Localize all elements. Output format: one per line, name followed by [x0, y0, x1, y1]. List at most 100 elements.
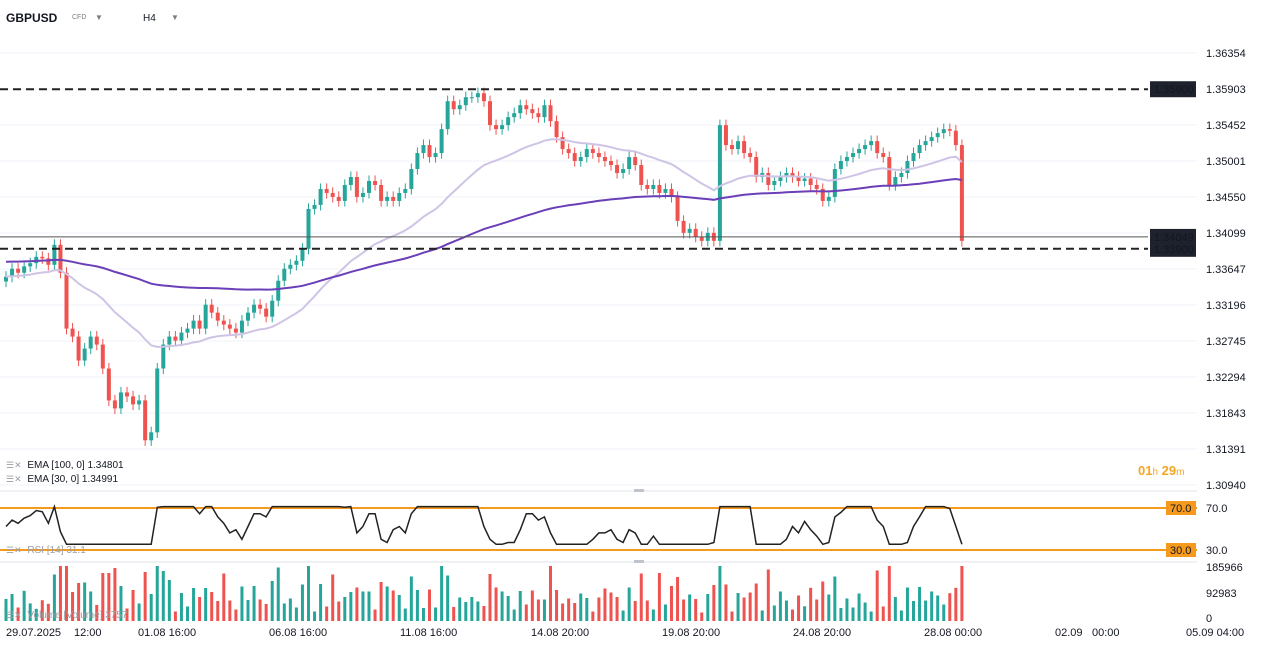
candle-down: [131, 396, 136, 405]
volume-bar: [736, 593, 740, 621]
time-tick-label: 19.08 20:00: [662, 627, 720, 639]
volume-bar: [276, 567, 280, 621]
candle-down: [143, 400, 148, 441]
volume-bar: [621, 610, 625, 621]
price-tick-label: 1.35001: [1206, 156, 1246, 168]
timeframe-label[interactable]: H4: [143, 13, 156, 24]
volume-bar: [307, 566, 310, 621]
volume-bar: [748, 592, 752, 621]
candle-up: [28, 263, 33, 267]
candle-up: [137, 400, 142, 405]
volume-bar: [839, 608, 843, 621]
volume-bar: [10, 594, 14, 621]
volume-bar: [700, 612, 704, 621]
volume-bar: [313, 611, 317, 621]
candle-down: [125, 392, 129, 397]
volume-bar: [367, 591, 371, 621]
candle-up: [838, 161, 843, 170]
volume-bar: [851, 607, 855, 621]
candle-down: [639, 165, 644, 185]
volume-bar: [107, 573, 111, 621]
volume-bar: [688, 594, 692, 621]
candle-down: [796, 176, 801, 181]
volume-bar: [536, 599, 540, 621]
volume-bar: [71, 592, 75, 621]
volume-bar: [561, 603, 565, 621]
volume-bar: [34, 608, 38, 621]
candle-up: [306, 208, 311, 249]
candle-up: [844, 157, 849, 162]
candle-down: [173, 336, 178, 341]
volume-bar: [524, 604, 528, 621]
candle-up: [270, 300, 275, 317]
candle-up: [203, 304, 208, 329]
candle-up: [463, 97, 468, 106]
volume-bar: [282, 603, 286, 621]
current-price-tag: 1.34049: [1154, 232, 1194, 244]
volume-bar: [930, 591, 934, 621]
price-tick-label: 1.34099: [1206, 228, 1246, 240]
volume-bar: [149, 594, 153, 621]
candle-up: [778, 176, 783, 181]
symbol-label[interactable]: GBPUSD: [6, 11, 58, 25]
candle-up: [318, 188, 323, 205]
candle-up: [457, 105, 462, 110]
volume-bar: [724, 584, 728, 621]
candle-up: [10, 268, 15, 277]
volume-bar: [567, 598, 571, 621]
ema30-line: [5, 138, 963, 348]
candle-countdown: 01h 29m: [1138, 463, 1185, 478]
volume-bar: [246, 600, 250, 621]
volume-bar: [585, 598, 589, 621]
timeframe-dropdown-icon[interactable]: ▼: [171, 13, 179, 22]
candle-up: [167, 336, 172, 345]
candle-up: [911, 153, 916, 162]
candle-up: [651, 184, 656, 189]
current-price-tag-bg: [1150, 228, 1196, 245]
candle-down: [723, 125, 728, 146]
candle-up: [851, 153, 855, 158]
pane-resize-handle: [634, 560, 644, 563]
volume-bar: [730, 611, 734, 621]
candle-up: [512, 113, 517, 118]
indicator-settings-icon[interactable]: ☰✕: [6, 474, 22, 484]
symbol-dropdown-icon[interactable]: ▼: [95, 13, 103, 22]
volume-axis-label: 185966: [1206, 562, 1243, 574]
volume-bar: [905, 587, 909, 621]
candle-down: [112, 400, 117, 409]
time-tick-label: 29.07.2025: [6, 627, 61, 639]
volume-bar: [742, 597, 746, 621]
candle-down: [324, 188, 329, 193]
volume-bar: [833, 576, 837, 621]
volume-bar: [192, 588, 196, 621]
volume-bar: [712, 585, 716, 621]
volume-bar: [549, 566, 552, 621]
candle-up: [239, 320, 244, 333]
volume-axis-label: 0: [1206, 613, 1212, 625]
volume-bar: [16, 607, 20, 621]
volume-bar: [343, 597, 347, 621]
volume-bar: [349, 592, 353, 621]
candle-up: [899, 173, 904, 177]
candle-down: [572, 153, 577, 162]
candle-up: [246, 312, 250, 321]
ema100-line: [5, 177, 963, 291]
candle-down: [373, 180, 378, 185]
volume-bar: [633, 601, 637, 621]
volume-bar: [113, 568, 117, 621]
volume-bar: [512, 609, 516, 621]
candle-up: [542, 105, 547, 118]
time-tick-label: 11.08 16:00: [400, 627, 457, 639]
volume-bar: [500, 591, 504, 621]
volume-bar: [264, 604, 268, 621]
candle-up: [155, 368, 160, 433]
volume-bar: [912, 601, 915, 621]
rsi-line: [5, 503, 963, 546]
volume-bar: [470, 597, 474, 621]
candle-down: [693, 228, 698, 237]
volume-bar: [65, 566, 68, 621]
volume-bar: [204, 588, 208, 621]
price-tick-label: 1.30940: [1206, 480, 1246, 492]
indicator-settings-icon[interactable]: ☰✕: [6, 460, 22, 470]
